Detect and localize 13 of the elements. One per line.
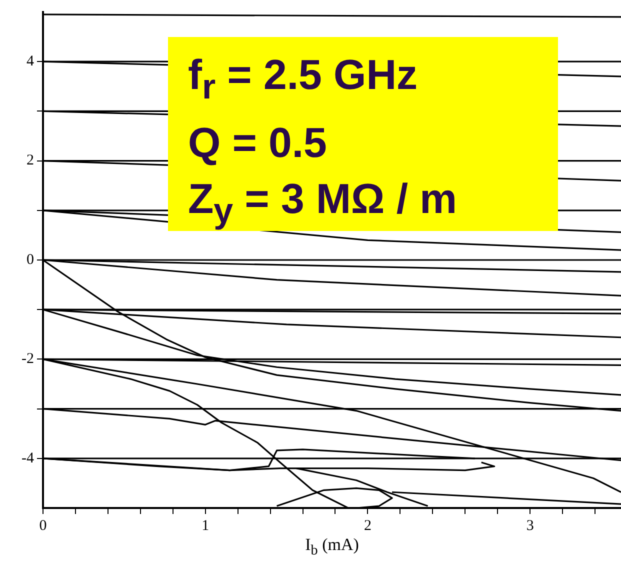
y-tick-label: -4 (22, 450, 34, 466)
x-tick-label: 1 (202, 518, 210, 534)
y-tick-label: -2 (22, 351, 34, 368)
x-tick-label: 0 (39, 518, 47, 534)
annotation: f$_{r}$ = 2.5 GHz (188, 50, 419, 108)
x-tick-label: 2 (364, 518, 372, 534)
annotation: Z$_{y}$ = 3 MΩ / m (188, 174, 458, 233)
x-axis-title: I$_{b}$ (mA) (304, 535, 360, 560)
y-tick-label: 4 (26, 54, 34, 70)
y-tick-label: 0 (26, 252, 34, 268)
y-tick-label: 2 (26, 152, 34, 169)
annotation: Q = 0.5 (188, 118, 328, 168)
x-tick-label: 3 (526, 518, 534, 534)
